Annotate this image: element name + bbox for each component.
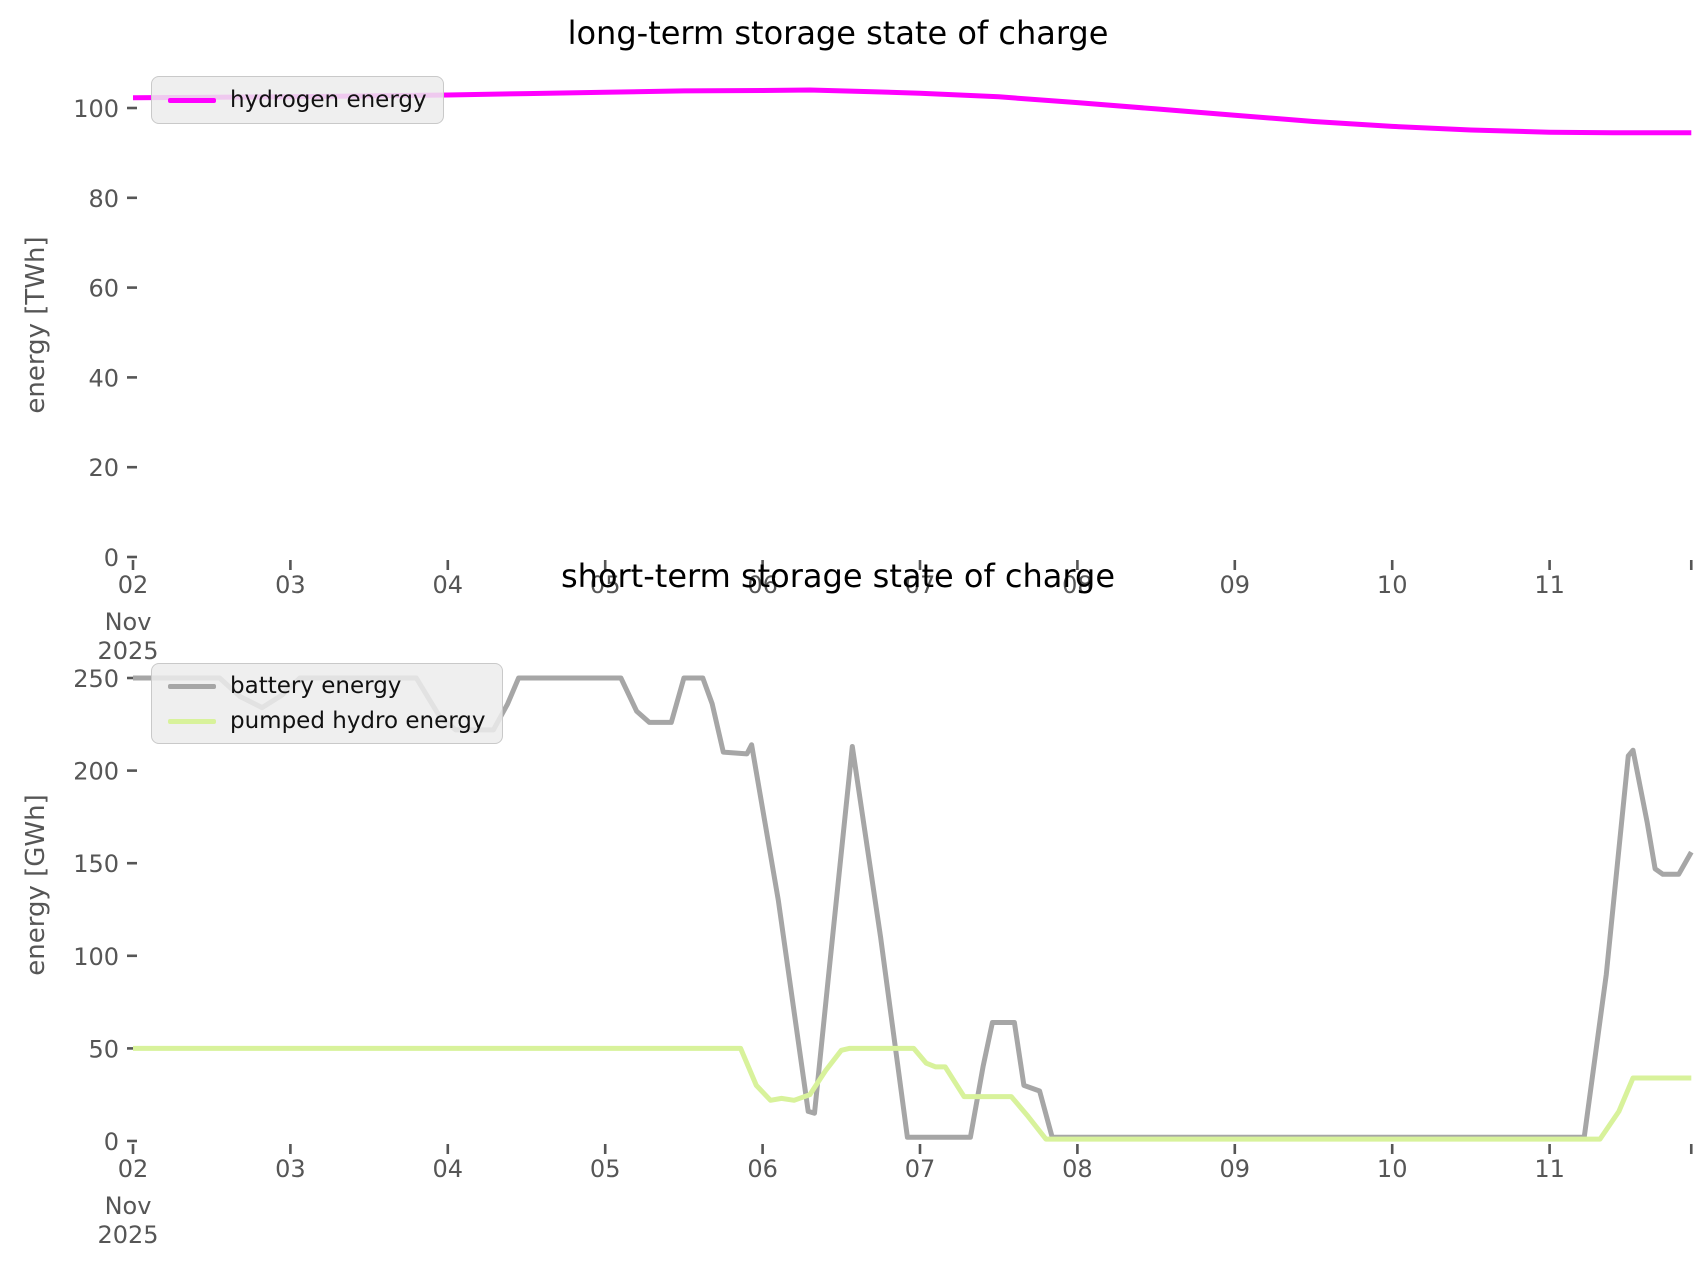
long-term-x-sublabel-2025: 2025 [97, 637, 158, 665]
short-term-x-tick-label-05: 05 [590, 1155, 621, 1183]
short-term-y-tick-label-250: 250 [73, 665, 119, 693]
short-term-y-tick-label-0: 0 [104, 1128, 119, 1156]
battery-line-swatch [168, 683, 216, 689]
short-term-x-tick-label-02: 02 [118, 1155, 149, 1183]
short-term-y-tick-label-50: 50 [88, 1035, 119, 1063]
short-term-x-tick-label-06: 06 [747, 1155, 778, 1183]
long-term-x-tick-label-05: 05 [590, 571, 621, 599]
long-term-x-tick-label-07: 07 [905, 571, 936, 599]
long-term-chart-title: long-term storage state of charge [567, 14, 1109, 52]
short-term-legend: battery energy pumped hydro energy [151, 663, 503, 744]
short-term-x-tick-label-11: 11 [1534, 1155, 1565, 1183]
long-term-y-tick-label-0: 0 [104, 544, 119, 572]
legend-item-hydrogen-energy: hydrogen energy [168, 87, 427, 113]
short-term-x-tick-label-10: 10 [1377, 1155, 1408, 1183]
short-term-x-tick-label-07: 07 [905, 1155, 936, 1183]
long-term-y-axis-label: energy [TWh] [21, 236, 51, 414]
long-term-legend: hydrogen energy [151, 76, 444, 124]
short-term-x-tick-label-03: 03 [275, 1155, 306, 1183]
long-term-y-tick-label-60: 60 [88, 275, 119, 303]
long-term-y-tick-label-40: 40 [88, 364, 119, 392]
long-term-x-sublabel-Nov: Nov [105, 608, 152, 636]
long-term-x-tick-label-10: 10 [1377, 571, 1408, 599]
short-term-x-tick-label-04: 04 [433, 1155, 464, 1183]
long-term-y-tick-label-80: 80 [88, 185, 119, 213]
short-term-x-sublabel-2025: 2025 [97, 1221, 158, 1249]
short-term-y-tick-label-100: 100 [73, 943, 119, 971]
short-term-y-tick-label-200: 200 [73, 758, 119, 786]
short-term-series-battery-energy [133, 675, 1694, 1140]
long-term-x-tick-label-06: 06 [747, 571, 778, 599]
short-term-x-tick-label-08: 08 [1062, 1155, 1093, 1183]
hydrogen-line-swatch [168, 97, 216, 103]
legend-label-pumped-hydro-energy: pumped hydro energy [230, 708, 486, 734]
short-term-y-axis-label: energy [GWh] [21, 794, 51, 976]
short-term-chart-title: short-term storage state of charge [560, 557, 1115, 595]
legend-item-battery-energy: battery energy [168, 673, 486, 699]
long-term-x-tick-label-09: 09 [1220, 571, 1251, 599]
long-term-x-tick-label-02: 02 [118, 571, 149, 599]
long-term-x-tick-label-11: 11 [1534, 571, 1565, 599]
long-term-x-tick-label-04: 04 [433, 571, 464, 599]
legend-label-hydrogen-energy: hydrogen energy [230, 87, 427, 113]
short-term-x-tick-label-09: 09 [1220, 1155, 1251, 1183]
legend-label-battery-energy: battery energy [230, 673, 402, 699]
long-term-y-tick-label-100: 100 [73, 95, 119, 123]
long-term-y-tick-label-20: 20 [88, 454, 119, 482]
legend-item-pumped-hydro-energy: pumped hydro energy [168, 708, 486, 734]
pumped-hydro-line-swatch [168, 718, 216, 724]
short-term-x-sublabel-Nov: Nov [105, 1192, 152, 1220]
short-term-y-tick-label-150: 150 [73, 850, 119, 878]
long-term-x-tick-label-08: 08 [1062, 571, 1093, 599]
long-term-x-tick-label-03: 03 [275, 571, 306, 599]
short-term-series-pumped-hydro-energy [133, 1045, 1692, 1142]
